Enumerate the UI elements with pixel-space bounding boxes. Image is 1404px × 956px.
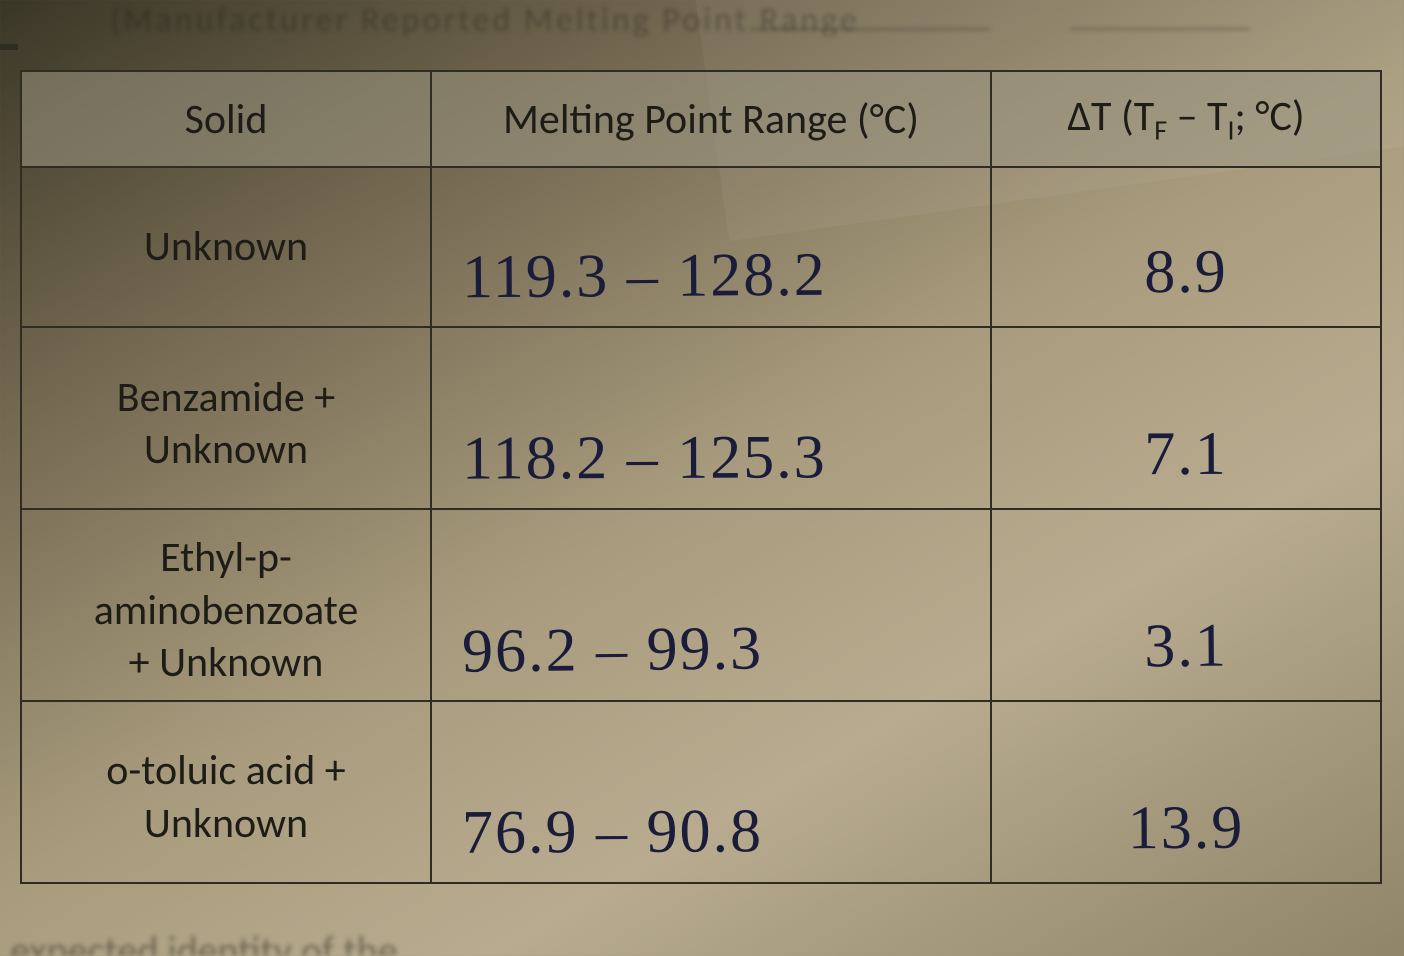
col-header-range: Melting Point Range (°C) xyxy=(431,71,991,167)
handwritten-range: 119.3 – 128.2 xyxy=(462,240,827,314)
handwritten-delta: 8.9 xyxy=(992,236,1380,310)
cell-solid: o-toluic acid + Unknown xyxy=(21,701,431,883)
solid-name-line2: + Unknown xyxy=(129,637,324,688)
edge-mark xyxy=(0,44,18,50)
solid-name-line2: Unknown xyxy=(144,424,308,475)
cropped-header-text: (Manufacturer Reported Melting Point Ran… xyxy=(110,0,1284,36)
handwritten-range: 76.9 – 90.8 xyxy=(462,796,763,869)
cropped-footer-label: expected identity of the xyxy=(10,926,398,956)
col-header-delta-label: ΔT (TF – TI; °C) xyxy=(1067,91,1304,142)
cell-solid: Benzamide + Unknown xyxy=(21,327,431,509)
handwritten-delta: 3.1 xyxy=(992,608,1381,683)
handwritten-delta: 7.1 xyxy=(992,418,1380,490)
table-header-row: Solid Melting Point Range (°C) ΔT (TF – … xyxy=(21,71,1381,167)
cell-range: 76.9 – 90.8 xyxy=(431,701,991,883)
solid-name-line1: o-toluic acid + xyxy=(106,745,345,796)
solid-name-line1: Benzamide + xyxy=(117,372,335,423)
cell-solid: Unknown xyxy=(21,167,431,327)
handwritten-range: 96.2 – 99.3 xyxy=(462,613,764,687)
blank-line-1 xyxy=(750,28,990,30)
cropped-header-label: (Manufacturer Reported Melting Point Ran… xyxy=(110,0,860,36)
solid-name: o-toluic acid + Unknown xyxy=(22,723,430,860)
col-header-solid: Solid xyxy=(21,71,431,167)
handwritten-range: 118.2 – 125.3 xyxy=(462,422,827,494)
cell-delta: 7.1 xyxy=(991,327,1381,509)
table-row: o-toluic acid + Unknown 76.9 – 90.8 13.9 xyxy=(21,701,1381,883)
col-header-delta: ΔT (TF – TI; °C) xyxy=(991,71,1381,167)
table-row: Benzamide + Unknown 118.2 – 125.3 7.1 xyxy=(21,327,1381,509)
melting-point-table: Solid Melting Point Range (°C) ΔT (TF – … xyxy=(20,70,1382,884)
cell-solid: Ethyl-p-aminobenzoate + Unknown xyxy=(21,509,431,701)
cell-delta: 8.9 xyxy=(991,167,1381,327)
worksheet-sheet: Solid Melting Point Range (°C) ΔT (TF – … xyxy=(20,70,1380,884)
table-row: Unknown 119.3 – 128.2 8.9 xyxy=(21,167,1381,327)
cropped-footer-text: expected identity of the xyxy=(10,926,430,956)
col-header-range-label: Melting Point Range (°C) xyxy=(503,94,919,145)
handwritten-delta: 13.9 xyxy=(992,791,1380,864)
solid-name: Ethyl-p-aminobenzoate + Unknown xyxy=(22,510,430,700)
solid-name: Benzamide + Unknown xyxy=(22,350,430,487)
solid-name: Unknown xyxy=(22,211,430,284)
table-row: Ethyl-p-aminobenzoate + Unknown 96.2 – 9… xyxy=(21,509,1381,701)
solid-name-line1: Ethyl-p-aminobenzoate xyxy=(94,532,359,636)
cell-range: 96.2 – 99.3 xyxy=(431,509,991,701)
cell-delta: 3.1 xyxy=(991,509,1381,701)
blank-line-2 xyxy=(1070,28,1250,30)
cell-delta: 13.9 xyxy=(991,701,1381,883)
col-header-solid-label: Solid xyxy=(185,94,268,145)
cell-range: 119.3 – 128.2 xyxy=(431,167,991,327)
cell-range: 118.2 – 125.3 xyxy=(431,327,991,509)
solid-name-line2: Unknown xyxy=(144,798,308,849)
